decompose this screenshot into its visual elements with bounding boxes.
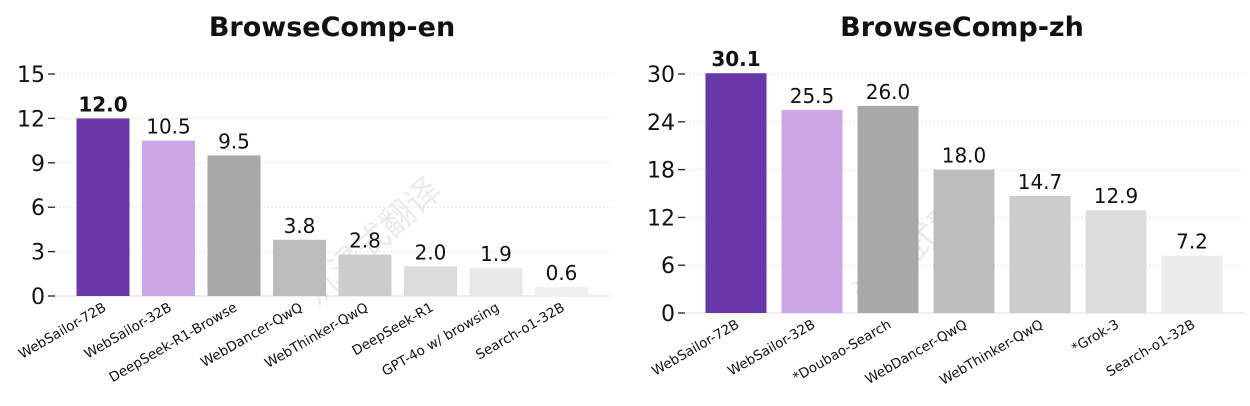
x-tick-label: GPT-4o w/ browsing bbox=[379, 300, 502, 380]
y-tick-label: 0 bbox=[661, 302, 675, 327]
bar-value-label: 0.6 bbox=[546, 261, 578, 285]
bar bbox=[705, 73, 767, 313]
bar bbox=[535, 287, 588, 296]
bar bbox=[781, 109, 843, 313]
bar bbox=[469, 267, 523, 296]
y-tick-label: 12 bbox=[17, 107, 45, 132]
bar-value-label: 2.8 bbox=[349, 229, 381, 253]
bar bbox=[404, 266, 457, 296]
bar bbox=[207, 155, 261, 296]
bar-value-label: 14.7 bbox=[1018, 170, 1063, 194]
y-tick-label: 3 bbox=[31, 241, 45, 266]
value-labels: 12.0 10.5 9.5 3.8 2.8 2.0 1.9 0.6 bbox=[78, 92, 577, 285]
bar-value-label: 7.2 bbox=[1176, 230, 1208, 254]
x-tick-label: *Grok-3 bbox=[1069, 317, 1122, 357]
bar bbox=[933, 169, 995, 313]
bar-value-label: 18.0 bbox=[942, 144, 987, 168]
bar bbox=[1009, 195, 1071, 313]
bars-layer bbox=[76, 118, 588, 297]
value-labels: 30.1 25.5 26.0 18.0 14.7 12.9 7.2 bbox=[711, 47, 1208, 253]
chart-title: BrowseComp-zh bbox=[840, 12, 1084, 43]
y-tick-label: 18 bbox=[647, 159, 675, 184]
bar-value-label: 26.0 bbox=[866, 80, 911, 104]
bars-layer bbox=[705, 73, 1223, 313]
bar-value-label: 1.9 bbox=[480, 242, 512, 266]
x-axis-tick-labels: WebSailor-72BWebSailor-32BDeepSeek-R1-Br… bbox=[16, 300, 567, 386]
bar-value-label: 3.8 bbox=[284, 214, 316, 238]
bar bbox=[338, 254, 392, 296]
y-tick-label: 30 bbox=[647, 63, 675, 88]
y-axis: 0 6 12 18 24 30 bbox=[647, 63, 685, 327]
chart-browsecomp-zh: BrowseComp-zh 0 6 12 18 24 30 30.1 25.5 26.0 18.… bbox=[647, 12, 1245, 389]
y-tick-label: 6 bbox=[31, 196, 45, 221]
bar-value-label: 30.1 bbox=[711, 47, 760, 71]
y-tick-label: 6 bbox=[661, 254, 675, 279]
bar bbox=[273, 239, 326, 296]
y-tick-label: 15 bbox=[17, 63, 45, 88]
bar bbox=[142, 140, 195, 296]
bar bbox=[1161, 255, 1223, 313]
bar bbox=[857, 105, 919, 313]
y-tick-label: 0 bbox=[31, 285, 45, 310]
y-tick-label: 12 bbox=[647, 206, 675, 231]
bar-value-label: 25.5 bbox=[790, 84, 835, 108]
chart-title: BrowseComp-en bbox=[209, 12, 455, 43]
chart-browsecomp-en: BrowseComp-en 0 3 6 9 12 15 12.0 10.5 9.5 3.8 2.8… bbox=[16, 12, 612, 386]
bar-value-label: 2.0 bbox=[415, 240, 447, 264]
bar bbox=[76, 118, 130, 297]
y-tick-label: 9 bbox=[31, 152, 45, 177]
bar-value-label: 9.5 bbox=[218, 129, 250, 153]
y-tick-label: 24 bbox=[647, 111, 675, 136]
bar bbox=[1085, 210, 1147, 313]
bar-value-label: 12.9 bbox=[1094, 184, 1139, 208]
bar-value-label: 12.0 bbox=[78, 92, 127, 116]
x-axis-tick-labels: WebSailor-72BWebSailor-32B*Doubao-Search… bbox=[649, 317, 1198, 389]
y-axis: 0 3 6 9 12 15 bbox=[17, 63, 55, 310]
bar-value-label: 10.5 bbox=[146, 115, 191, 139]
